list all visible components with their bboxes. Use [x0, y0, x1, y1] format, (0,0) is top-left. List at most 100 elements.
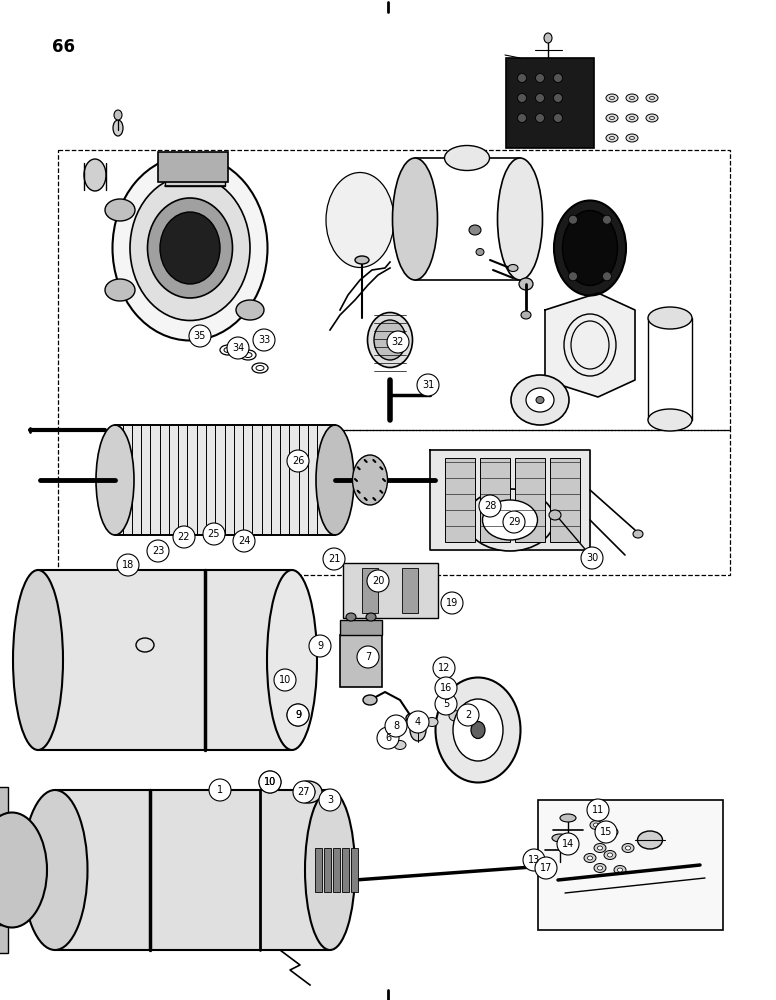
Text: 14: 14 [562, 839, 574, 849]
Circle shape [435, 693, 457, 715]
Circle shape [323, 548, 345, 570]
Bar [340, 620, 382, 635]
Ellipse shape [406, 714, 418, 722]
Ellipse shape [466, 489, 554, 551]
Text: 34: 34 [232, 343, 244, 353]
Text: 9: 9 [317, 641, 323, 651]
Ellipse shape [594, 863, 606, 872]
Circle shape [595, 821, 617, 843]
Ellipse shape [449, 711, 463, 721]
Ellipse shape [553, 74, 563, 83]
Ellipse shape [394, 740, 406, 750]
Circle shape [503, 511, 525, 533]
Text: 10: 10 [279, 675, 291, 685]
Text: 26: 26 [292, 456, 304, 466]
Bar [315, 848, 322, 892]
Ellipse shape [569, 215, 577, 224]
Text: 30: 30 [586, 553, 598, 563]
Text: 27: 27 [298, 787, 310, 797]
Bar [362, 568, 378, 613]
Text: 2: 2 [465, 710, 471, 720]
Circle shape [523, 849, 545, 871]
Ellipse shape [374, 320, 406, 360]
Circle shape [557, 833, 579, 855]
Ellipse shape [0, 812, 47, 928]
Text: 20: 20 [372, 576, 384, 586]
Text: 18: 18 [122, 560, 134, 570]
Text: 9: 9 [295, 710, 301, 720]
Ellipse shape [236, 300, 264, 320]
Ellipse shape [352, 455, 387, 505]
Ellipse shape [326, 172, 394, 267]
Text: 5: 5 [443, 699, 449, 709]
Ellipse shape [608, 853, 612, 857]
Ellipse shape [294, 781, 322, 803]
Ellipse shape [560, 814, 576, 822]
Ellipse shape [471, 722, 485, 738]
Ellipse shape [363, 695, 377, 705]
Ellipse shape [511, 375, 569, 425]
Text: 13: 13 [528, 855, 540, 865]
Ellipse shape [552, 834, 568, 842]
Ellipse shape [614, 865, 626, 874]
Circle shape [173, 526, 195, 548]
Ellipse shape [469, 225, 481, 235]
Bar [333, 848, 340, 892]
Ellipse shape [267, 570, 317, 750]
Ellipse shape [439, 706, 451, 714]
Bar [38, 570, 293, 750]
Text: 33: 33 [258, 335, 270, 345]
Bar [0, 925, 8, 953]
Ellipse shape [518, 94, 526, 103]
Ellipse shape [160, 212, 220, 284]
Ellipse shape [544, 33, 552, 43]
Ellipse shape [598, 846, 602, 850]
Circle shape [227, 337, 249, 359]
Bar [402, 568, 418, 613]
Text: 28: 28 [483, 501, 496, 511]
Text: 35: 35 [194, 331, 206, 341]
Ellipse shape [633, 530, 643, 538]
Bar [324, 848, 331, 892]
Text: 29: 29 [508, 517, 520, 527]
Ellipse shape [606, 94, 618, 102]
Ellipse shape [147, 198, 233, 298]
Bar [445, 458, 475, 542]
Text: 11: 11 [592, 805, 605, 815]
Text: 4: 4 [415, 717, 421, 727]
Circle shape [377, 727, 399, 749]
Bar [343, 563, 438, 618]
Ellipse shape [587, 856, 593, 860]
Ellipse shape [13, 570, 63, 750]
Ellipse shape [594, 844, 606, 852]
Circle shape [287, 704, 309, 726]
Ellipse shape [625, 846, 630, 850]
Text: 25: 25 [208, 529, 220, 539]
Circle shape [433, 657, 455, 679]
Text: 21: 21 [327, 554, 340, 564]
Ellipse shape [316, 425, 354, 535]
Bar [58, 430, 730, 575]
Ellipse shape [519, 278, 533, 290]
Circle shape [287, 704, 309, 726]
Ellipse shape [508, 264, 518, 271]
Ellipse shape [483, 500, 538, 540]
Ellipse shape [518, 74, 526, 83]
Ellipse shape [648, 409, 692, 431]
Circle shape [407, 711, 429, 733]
Ellipse shape [435, 678, 521, 782]
Text: 32: 32 [392, 337, 404, 347]
Ellipse shape [113, 120, 123, 136]
Ellipse shape [584, 854, 596, 862]
Text: 10: 10 [264, 777, 276, 787]
Ellipse shape [626, 94, 638, 102]
Ellipse shape [553, 94, 563, 103]
Ellipse shape [648, 307, 692, 329]
Circle shape [189, 325, 211, 347]
Circle shape [319, 789, 341, 811]
Ellipse shape [114, 110, 122, 120]
Ellipse shape [301, 786, 315, 798]
Ellipse shape [609, 830, 615, 834]
Bar [158, 152, 228, 182]
Ellipse shape [240, 350, 256, 360]
